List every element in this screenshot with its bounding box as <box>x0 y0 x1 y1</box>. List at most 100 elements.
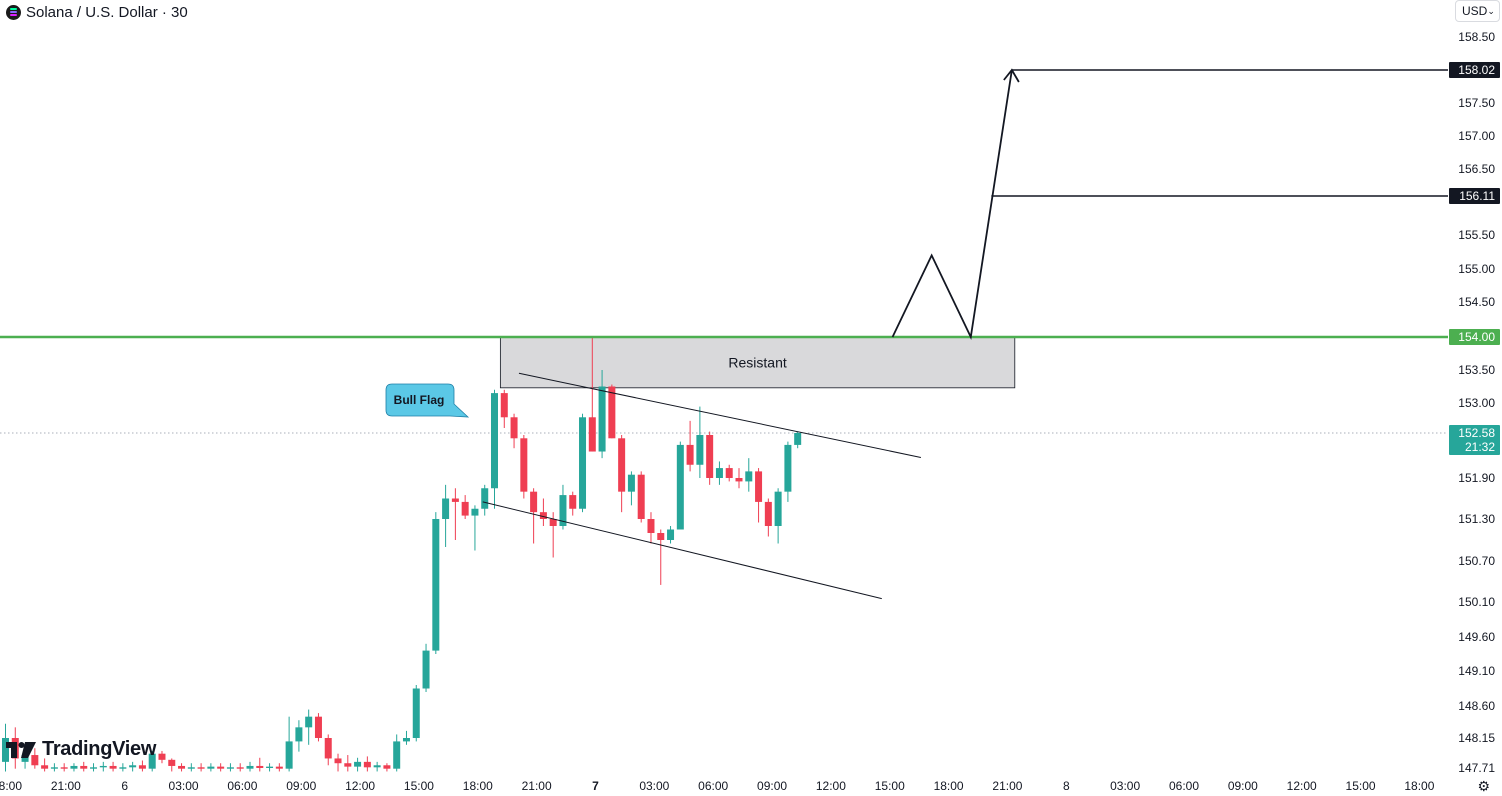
candle-body <box>588 417 596 452</box>
candle-up <box>627 471 635 506</box>
candle-body <box>530 491 538 513</box>
y-tick-label: 149.60 <box>1458 630 1495 644</box>
candle-body <box>256 765 264 768</box>
x-tick-label: 15:00 <box>875 779 905 793</box>
candle-up <box>187 763 195 772</box>
flag-upper-trendline <box>518 372 922 458</box>
settings-gear-icon[interactable]: ⚙ <box>1477 778 1490 794</box>
x-tick-label: 18:00 <box>463 779 493 793</box>
candle-body <box>471 508 479 516</box>
candle-body <box>774 491 782 526</box>
candle-up <box>471 505 479 551</box>
currency-select[interactable]: USD ⌄ <box>1455 0 1500 22</box>
tradingview-logo[interactable]: TradingView <box>6 738 156 761</box>
candle-up <box>373 761 381 772</box>
candle-down <box>197 763 205 772</box>
candle-up <box>402 730 410 745</box>
x-tick-label: 18:00 <box>934 779 964 793</box>
x-tick-label: 03:00 <box>169 779 199 793</box>
candle-down <box>647 512 655 544</box>
candle-body <box>569 495 577 509</box>
candle-body <box>109 765 117 769</box>
x-tick-label: 15:00 <box>404 779 434 793</box>
candle-up <box>295 720 303 752</box>
x-tick-label: 12:00 <box>1287 779 1317 793</box>
solana-logo-icon <box>6 4 21 20</box>
candle-up <box>579 413 587 513</box>
candle-body <box>60 767 68 769</box>
candle-body <box>784 444 792 492</box>
candle-up <box>129 761 137 772</box>
y-tick-label: 148.15 <box>1458 731 1495 745</box>
candle-body <box>618 438 626 492</box>
candle-body <box>539 512 547 519</box>
y-tick-label: 153.00 <box>1458 396 1495 410</box>
projection-path <box>891 69 1013 341</box>
candle-body <box>50 767 58 769</box>
candle-up <box>676 441 684 530</box>
candle-up <box>422 643 430 692</box>
y-tick-label: 155.00 <box>1458 262 1495 276</box>
candle-body <box>706 434 714 478</box>
candle-body <box>549 519 557 526</box>
candle-body <box>187 767 195 769</box>
annotation-layer: Resistant <box>0 336 1448 434</box>
y-tick-label: 150.10 <box>1458 595 1495 609</box>
candle-up <box>119 763 127 772</box>
candle-body <box>99 765 107 768</box>
candle-body <box>266 766 274 768</box>
x-tick-label: 21:00 <box>522 779 552 793</box>
x-tick-label: 7 <box>592 779 599 793</box>
candle-down <box>178 763 186 772</box>
candle-body <box>363 761 371 768</box>
candle-up <box>442 484 450 547</box>
candle-body <box>197 767 205 769</box>
y-tick-label: 154.50 <box>1458 295 1495 309</box>
candle-body <box>148 753 156 769</box>
candle-up <box>432 512 440 654</box>
candle-body <box>432 519 440 651</box>
candle-up <box>491 389 498 509</box>
candle-down <box>686 420 694 472</box>
y-tick-label: 149.10 <box>1458 664 1495 678</box>
candle-up <box>715 461 723 485</box>
axes-layer: 158.50 157.50 157.00 156.50 155.50 155.00 154.… <box>0 30 1500 793</box>
candle-body <box>745 471 753 482</box>
candle-body <box>31 755 39 766</box>
candle-up <box>2 723 9 772</box>
chart-header[interactable]: Solana / U.S. Dollar · 30 <box>6 3 188 21</box>
candle-body <box>461 501 469 516</box>
candle-up <box>481 484 489 516</box>
candle-body <box>794 433 802 445</box>
y-tick-label: 157.00 <box>1458 129 1495 143</box>
candle-down <box>735 468 743 489</box>
x-tick-label: 06:00 <box>698 779 728 793</box>
candle-body <box>158 753 166 760</box>
x-tick-label: 03:00 <box>1110 779 1140 793</box>
currency-value: USD <box>1462 4 1488 18</box>
candle-down <box>314 713 322 742</box>
callout-text: Bull Flag <box>394 393 445 407</box>
x-tick-label: 8 <box>1063 779 1070 793</box>
candle-down <box>549 512 557 558</box>
candle-body <box>627 474 635 492</box>
candle-down <box>539 498 547 526</box>
candle-body <box>207 766 215 769</box>
candle-body <box>559 495 567 526</box>
y-tick-label: 148.60 <box>1458 699 1495 713</box>
candle-down <box>706 431 714 485</box>
candle-down <box>500 389 508 428</box>
x-tick-label: 06:00 <box>1169 779 1199 793</box>
candle-body <box>686 444 694 465</box>
candle-body <box>647 519 655 533</box>
candle-up <box>266 763 274 772</box>
drawings-layer: Bull Flag <box>0 68 1448 600</box>
candle-body <box>314 716 322 738</box>
candle-body <box>725 468 733 478</box>
flag-lower-trendline <box>482 501 882 600</box>
candle-down <box>324 734 332 766</box>
candle-down <box>344 755 352 772</box>
x-tick-label: 12:00 <box>345 779 375 793</box>
candle-down <box>41 758 49 772</box>
